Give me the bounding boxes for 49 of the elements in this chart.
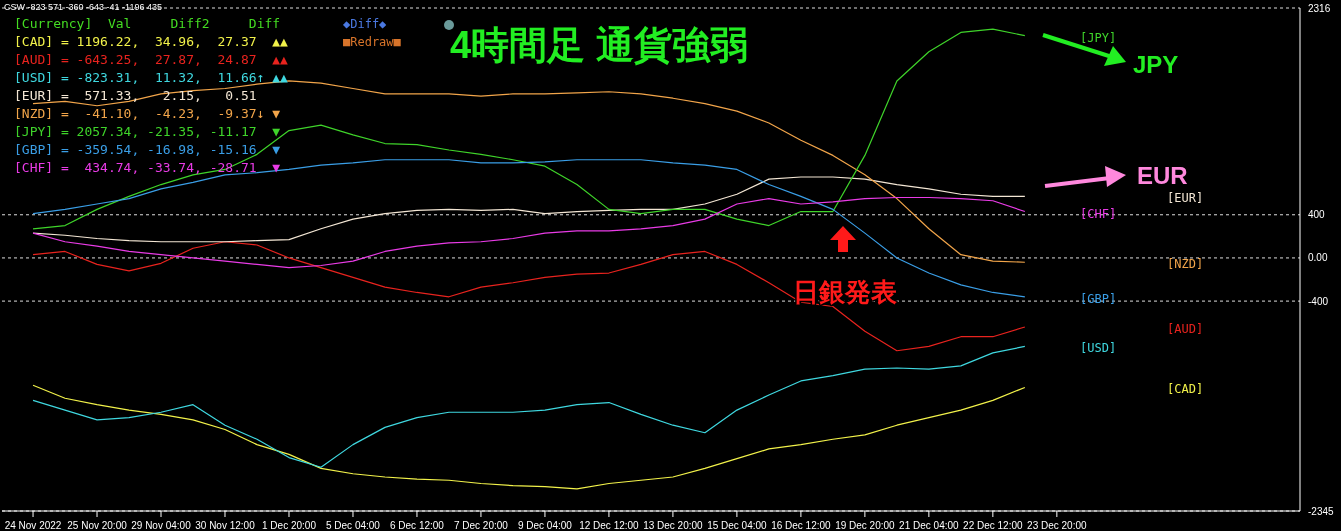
- x-tick-label: 16 Dec 12:00: [771, 520, 832, 531]
- text: [GBP]: [1080, 291, 1117, 306]
- annotation: [GBP] = -359.54, -16.98, -15.16 ▼: [14, 142, 281, 157]
- chart-title: 4時間足 通貨強弱: [450, 24, 748, 66]
- x-tick-label: 24 Nov 2022: [4, 520, 62, 531]
- x-tick-label: 29 Nov 04:00: [131, 520, 192, 531]
- annotation: [EUR] = 571.33, 2.15, 0.51: [14, 88, 257, 103]
- annotation: [NZD] = -41.10, -4.23, -9.37↓ ▼: [14, 106, 281, 121]
- y-tick-label: 0.00: [1308, 252, 1328, 264]
- text: [EUR]: [1167, 191, 1204, 206]
- x-tick-label: 19 Dec 20:00: [835, 520, 896, 531]
- annotation: ◆Diff◆: [343, 17, 388, 31]
- x-tick-label: 1 Dec 20:00: [262, 520, 317, 531]
- text: [NZD]: [1167, 257, 1204, 272]
- y-tick-label: 2316: [1308, 2, 1331, 14]
- text: [USD]: [1080, 341, 1117, 356]
- annotation: EUR: [1137, 162, 1188, 189]
- y-tick-label: -2345: [1308, 505, 1335, 517]
- x-tick-label: 5 Dec 04:00: [326, 520, 381, 531]
- text: [CHF]: [1080, 206, 1117, 221]
- annotation: [JPY] = 2057.34, -21.35, -11.17 ▼: [14, 124, 281, 139]
- x-tick-label: 6 Dec 12:00: [389, 520, 445, 531]
- annotation: [AUD] = -643.25, 27.87, 24.87 ▲▲: [14, 52, 289, 67]
- annotation: [CAD] = 1196.22, 34.96, 27.37 ▲▲: [14, 34, 289, 49]
- text: [CAD]: [1167, 382, 1204, 397]
- x-tick-label: 22 Dec 12:00: [963, 520, 1024, 531]
- x-tick-label: 9 Dec 04:00: [517, 520, 573, 531]
- text: [AUD]: [1167, 322, 1204, 336]
- annotation: 日銀発表: [793, 277, 897, 307]
- x-tick-label: 25 Nov 20:00: [67, 520, 128, 531]
- line-series: [32, 384, 1026, 490]
- x-tick-label: 30 Nov 12:00: [195, 520, 256, 531]
- annotation: [Currency] Val Diff2 Diff: [14, 16, 281, 31]
- text: [JPY]: [1080, 30, 1117, 45]
- line-series: [32, 241, 1026, 352]
- x-tick-label: 21 Dec 04:00: [899, 520, 960, 531]
- annotation: ■Redraw■: [343, 35, 402, 49]
- line-series: [32, 176, 1026, 243]
- x-tick-label: 13 Dec 20:00: [643, 520, 704, 531]
- x-tick-label: 15 Dec 04:00: [707, 520, 768, 531]
- annotation: CSW -823 571 -360 -643 -41 -1196 435: [4, 2, 162, 12]
- line-series: [32, 196, 1026, 269]
- x-tick-label: 7 Dec 20:00: [453, 520, 509, 531]
- y-tick-label: -400: [1308, 295, 1329, 307]
- x-tick-label: 12 Dec 12:00: [579, 520, 640, 531]
- line-series: [32, 345, 1026, 468]
- x-tick-label: 23 Dec 20:00: [1027, 520, 1088, 531]
- y-tick-label: 400: [1308, 209, 1326, 221]
- annotation: JPY: [1133, 51, 1179, 78]
